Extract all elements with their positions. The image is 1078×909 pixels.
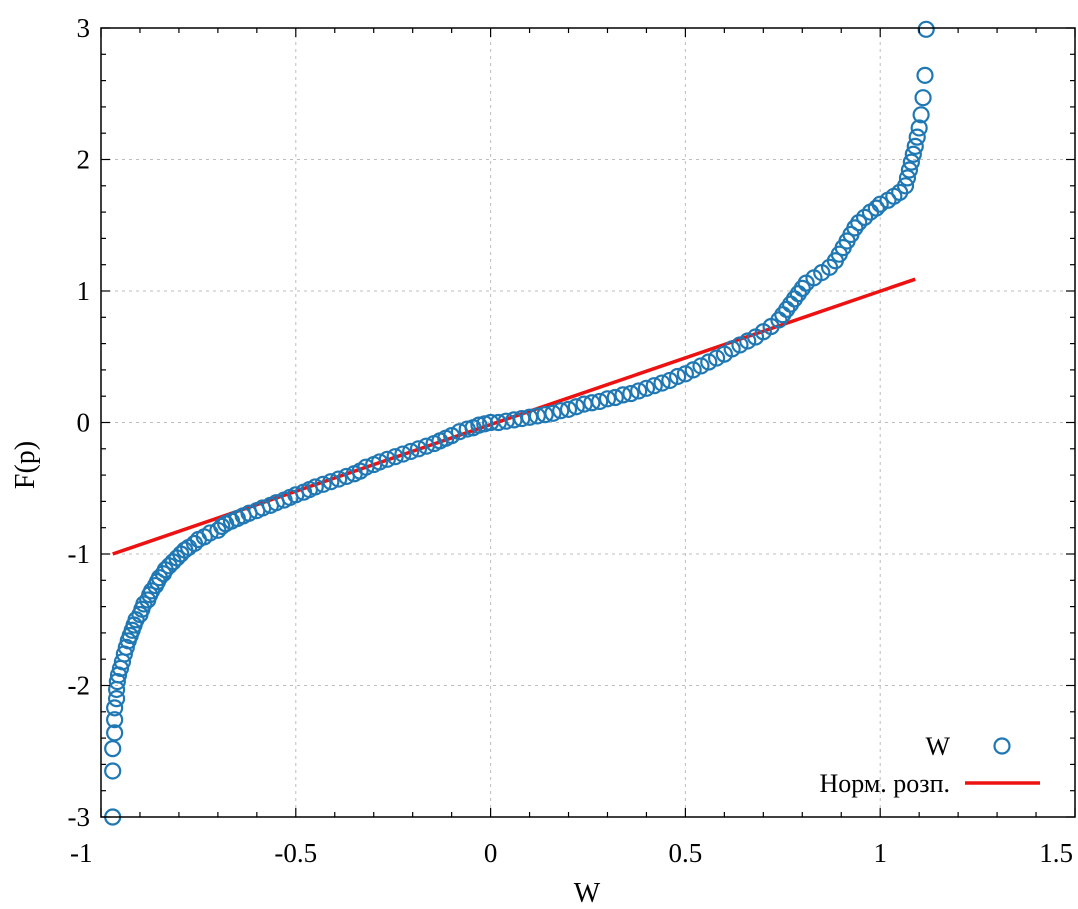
data-point [143,582,161,600]
data-point [902,153,920,171]
legend-marker-w [993,737,1011,755]
data-point [846,219,864,237]
y-tick-labels: -3 -2 -1 0 1 2 3 [68,13,91,832]
plot-area [104,20,935,826]
data-point [914,89,932,107]
data-point [409,440,428,458]
data-point [867,199,885,217]
data-point [916,66,934,84]
data-point [552,402,570,420]
x-tick-label: 1.5 [1039,838,1073,868]
data-point [910,119,928,137]
data-point [117,638,135,656]
y-tick-label: 0 [77,408,91,438]
x-tick-label: 0.5 [669,838,703,868]
data-point [653,374,671,392]
x-tick-label: 1 [873,838,887,868]
data-point [394,445,412,463]
data-point [912,106,930,124]
y-axis-title: F(p) [10,441,41,489]
legend-label-normal: Норм. розп. [819,769,950,798]
data-point [583,394,601,412]
data-point [322,473,340,491]
data-point [536,406,554,424]
data-point [330,470,348,488]
data-point [606,388,624,407]
data-point [567,398,585,416]
y-tick-label: 3 [77,13,91,43]
x-tick-label: -1 [70,838,93,868]
data-point [630,382,648,400]
data-point [107,690,126,708]
legend-label-w: W [925,732,950,761]
legend: W Норм. розп. [819,732,1040,798]
x-tick-label: -0.5 [274,838,317,868]
data-point [906,137,924,155]
data-point [898,169,917,187]
x-axis-title: W [574,878,601,909]
grid-lines [101,28,1075,817]
x-tick-labels: -1 -0.5 0 0.5 1 1.5 [70,838,1073,868]
data-point [402,442,420,461]
data-point [106,699,124,717]
data-point [370,453,389,471]
data-point [900,161,919,179]
data-point [669,367,687,386]
data-point [135,595,153,613]
data-point [306,478,324,496]
data-point [378,450,396,468]
data-point [106,711,124,729]
data-point [591,392,609,411]
y-tick-label: -1 [68,539,91,569]
data-point [386,448,404,466]
data-point [104,762,122,780]
data-point [850,214,868,232]
data-point [622,384,640,403]
y-tick-label: 2 [77,145,91,175]
data-point [559,400,578,418]
y-tick-label: 1 [77,276,91,306]
data-point [896,177,915,195]
data-point [637,379,656,397]
data-point [856,208,874,226]
data-point [598,390,617,408]
data-point [106,724,124,742]
x-tick-label: 0 [484,838,498,868]
data-point [908,128,926,146]
data-point [917,20,935,38]
data-point [314,475,332,493]
y-tick-label: -3 [68,802,91,832]
data-point [793,279,811,297]
data-point [213,517,231,535]
y-tick-label: -2 [68,671,91,701]
data-point [544,404,562,422]
data-point [104,740,122,758]
data-point [904,145,922,163]
data-point [614,386,632,404]
axis-ticks [100,27,1076,818]
data-point [645,377,663,395]
